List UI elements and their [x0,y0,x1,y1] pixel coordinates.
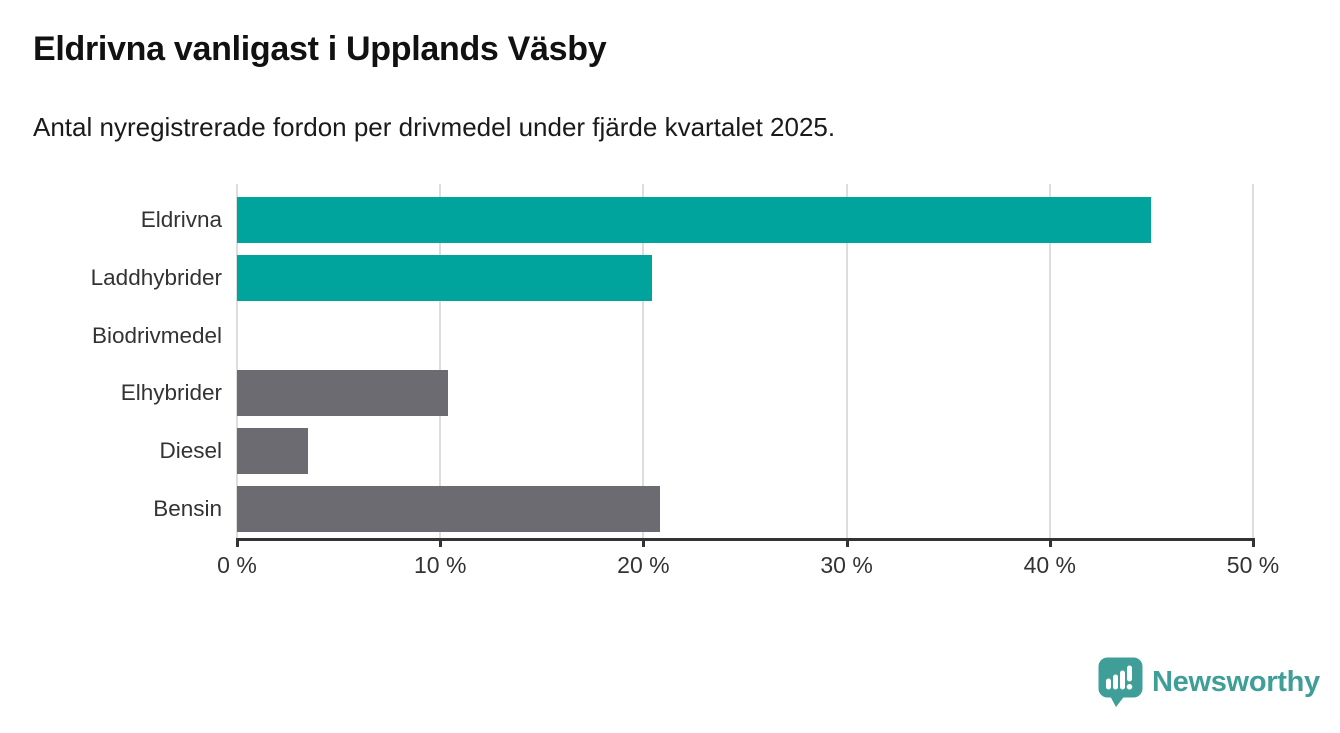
category-label-biodrivmedel: Biodrivmedel [91,322,222,348]
x-axis-tick-40 [1048,538,1052,547]
x-axis-tick-20 [642,538,646,547]
bar-laddhybrider [237,254,652,301]
gridline-30 [845,184,848,538]
category-label-bensin: Bensin [153,496,222,521]
category-label-eldrivna: Eldrivna [140,207,222,232]
x-axis-tick-label-50: 50 % [1226,552,1280,578]
bar-bensin [237,486,660,532]
bar-chart-plot-area: 0 % 10 % 20 % 30 % 40 % 50 % [217,184,1279,578]
bar-diesel [237,428,309,475]
x-axis-tick-label-10: 10 % [413,552,467,578]
category-label-laddhybrider: Laddhybrider [90,264,222,290]
x-axis-tick-label-20: 20 % [617,552,670,578]
category-label-diesel: Diesel [159,438,222,464]
x-axis-tick-30 [845,538,849,547]
x-axis-tick-label-30: 30 % [820,552,873,578]
category-label-elhybrider: Elhybrider [120,380,222,406]
x-axis-tick-0 [236,538,239,547]
category-labels: Eldrivna Laddhybrider Biodrivmedel Elhybrid… [0,184,222,538]
gridline-40 [1048,184,1051,538]
newsworthy-chart-bubble-icon [1098,657,1143,707]
x-axis-tick-label-0: 0 % [217,552,257,578]
x-axis-tick-50 [1252,538,1255,547]
newsworthy-logo-text: Newsworthy [1152,666,1320,698]
x-axis-tick-label-40: 40 % [1023,552,1077,578]
x-axis-line [236,538,1255,541]
gridline-50 [1252,184,1254,538]
bar-eldrivna [237,197,1152,243]
x-axis-tick-10 [439,538,443,547]
newsworthy-logo: Newsworthy [1098,657,1320,708]
chart-subtitle: Antal nyregistrerade fordon per drivmede… [33,112,836,142]
gridline-10 [439,184,442,538]
chart-title: Eldrivna vanligast i Upplands Väsby [33,30,607,68]
gridline-0 [236,184,238,538]
bar-elhybrider [237,370,449,417]
gridline-20 [642,184,645,538]
